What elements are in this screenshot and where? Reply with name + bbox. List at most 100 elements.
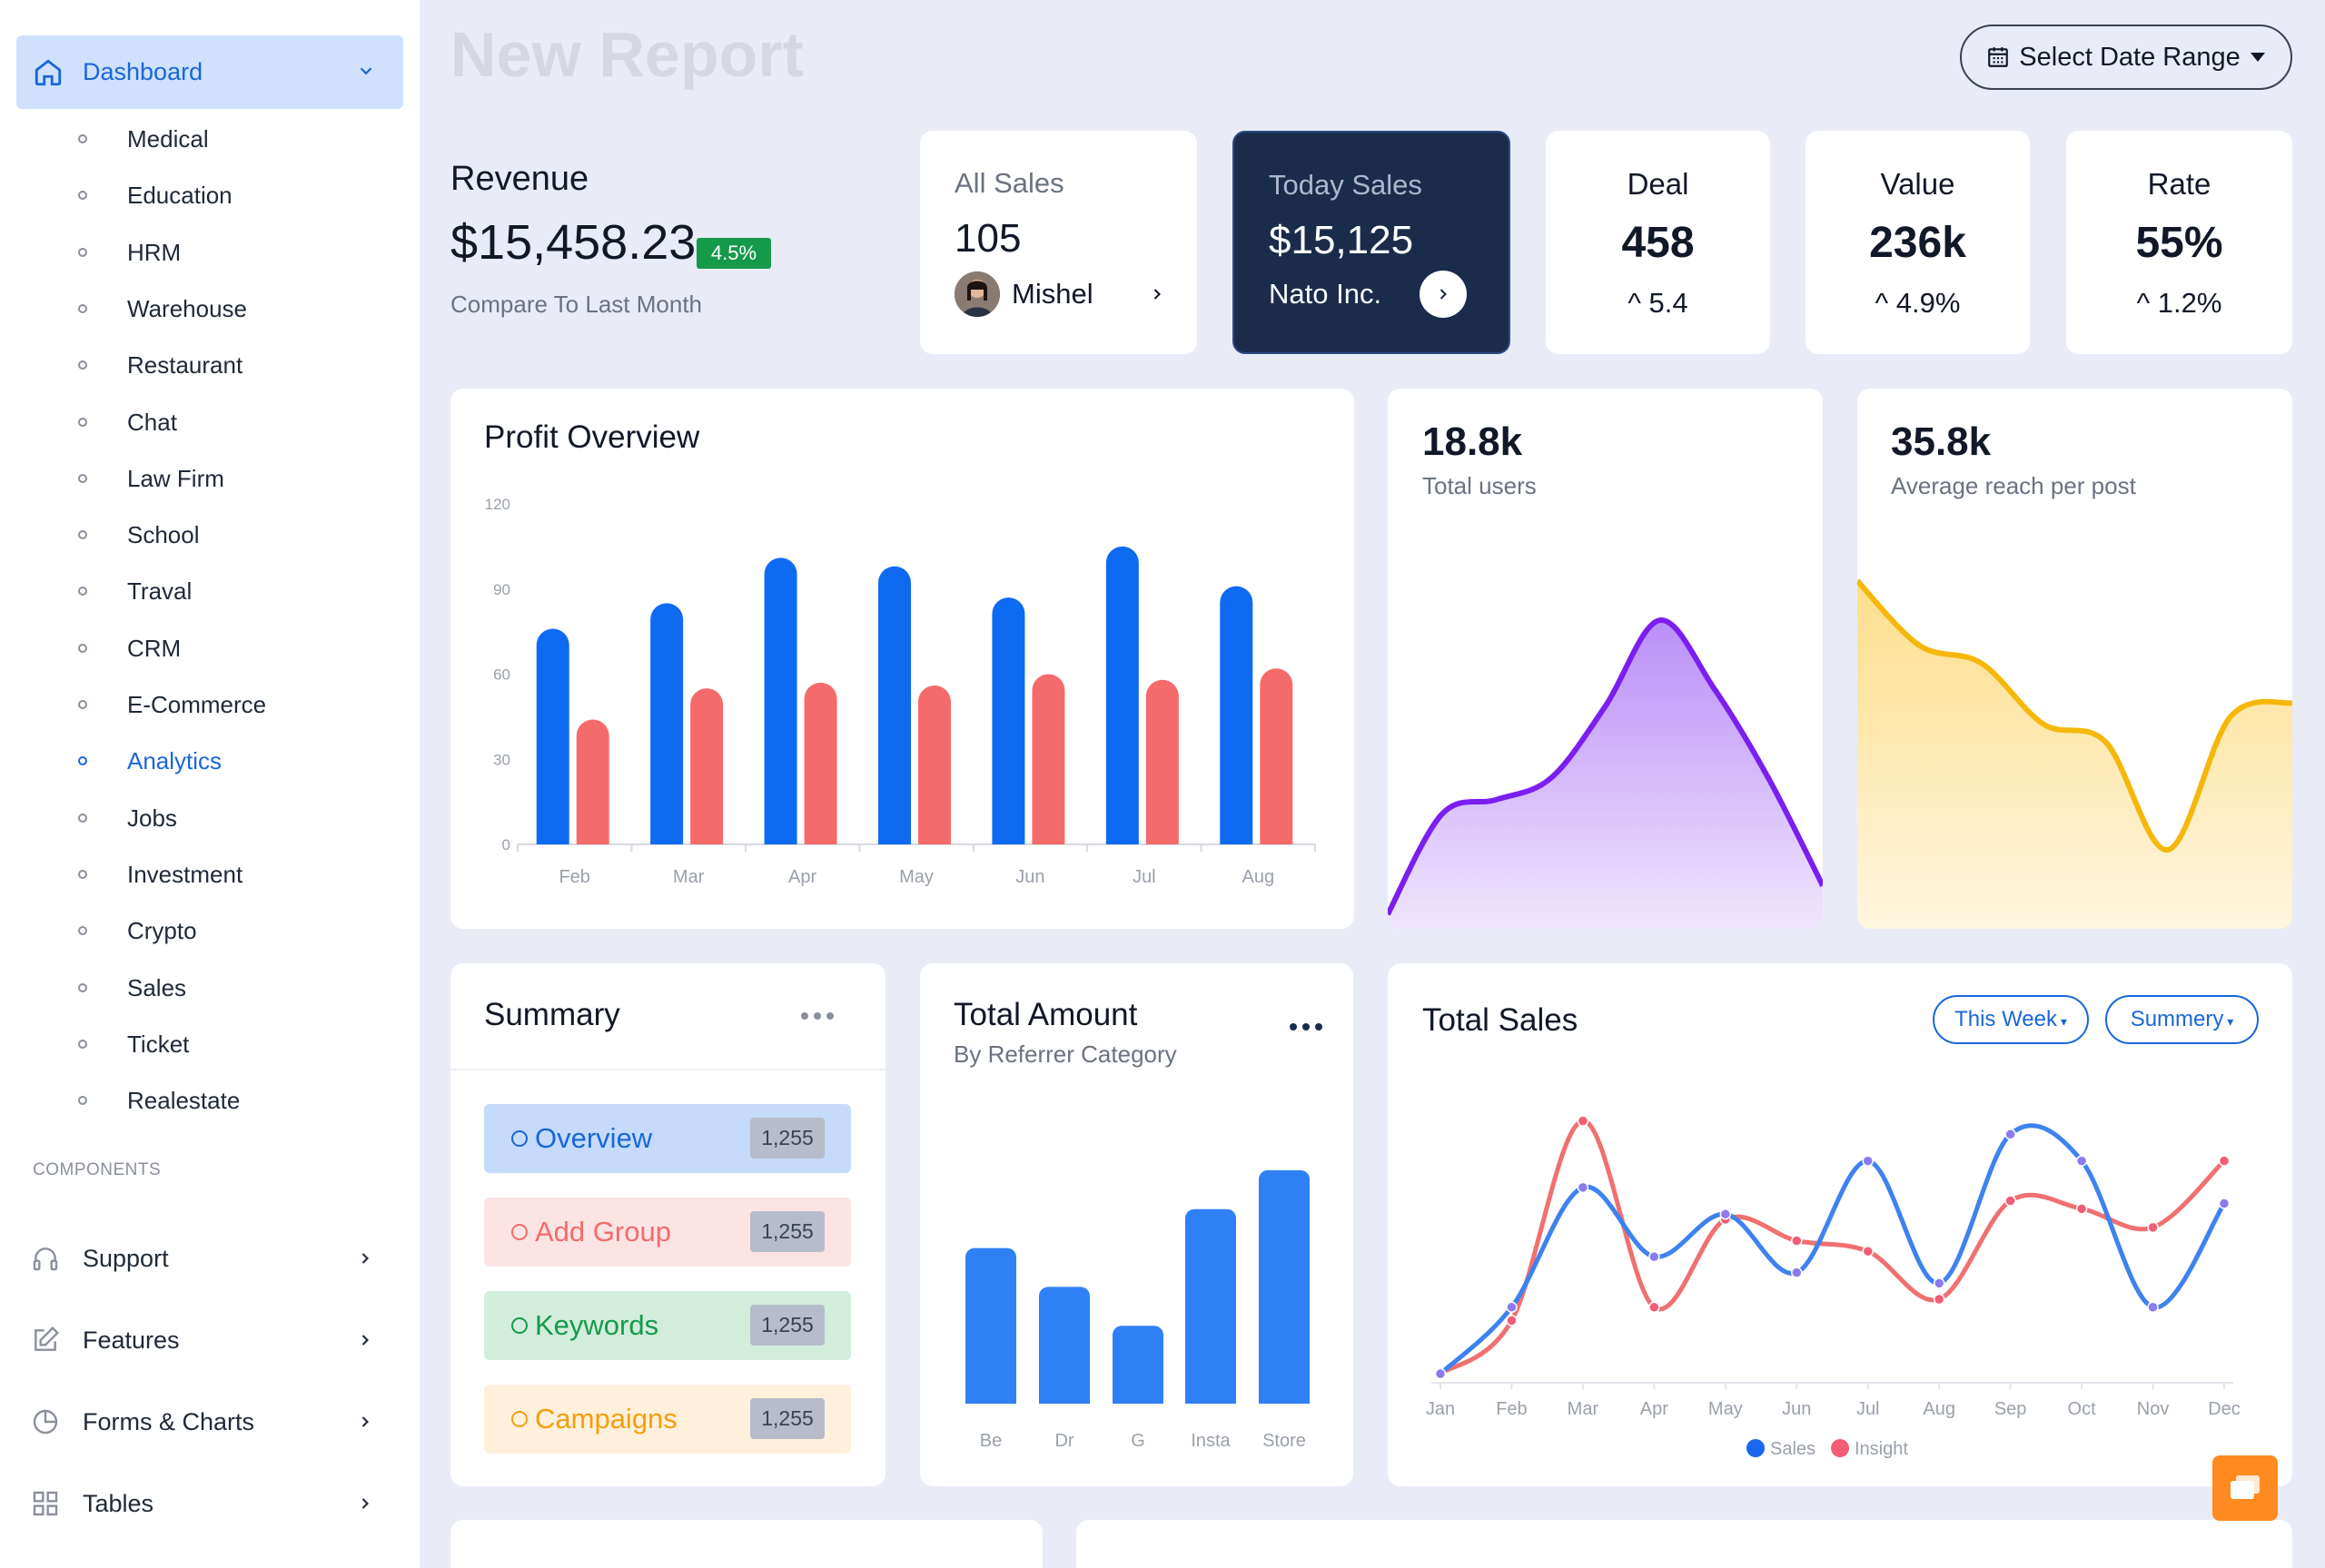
chevron-right-icon — [361, 1416, 369, 1427]
sidebar-item-chat[interactable]: Chat — [0, 399, 420, 445]
bullet-icon — [78, 360, 87, 370]
bullet-icon — [78, 530, 87, 540]
chevron-down-icon[interactable] — [356, 61, 376, 81]
x-tick-label: G — [1131, 1431, 1145, 1451]
x-tick-label: Oct — [2068, 1399, 2097, 1419]
total-sales-chart: Jan Feb Mar Apr May Jun Jul Aug Sep Oct Nov Dec Sale… — [1426, 1115, 2241, 1459]
data-point — [2218, 1198, 2231, 1209]
bar — [1032, 674, 1065, 844]
average-reach-label: Average reach per post — [1891, 472, 2136, 499]
x-tick-label: Mar — [1568, 1399, 1599, 1419]
x-tick-label: Be — [980, 1431, 1002, 1451]
sidebar-item-crm[interactable]: CRM — [0, 626, 420, 671]
data-point — [2147, 1301, 2159, 1313]
sidebar-item-education[interactable]: Education — [0, 173, 420, 218]
chevron-right-icon[interactable] — [1148, 285, 1166, 303]
caret-down-icon — [2250, 53, 2265, 62]
bar — [650, 603, 684, 844]
bullet-icon — [78, 191, 87, 201]
sidebar-group-features[interactable]: Features — [0, 1313, 420, 1367]
bar — [918, 685, 951, 844]
x-tick-label: Nov — [2137, 1399, 2170, 1419]
summary-row-campaigns[interactable]: Campaigns 1,255 — [484, 1385, 851, 1454]
bullet-icon — [78, 303, 87, 313]
bar — [1220, 586, 1253, 844]
today-sales-card[interactable]: Today Sales $15,125 Nato Inc. — [1232, 131, 1510, 354]
summary-row-add-group[interactable]: Add Group 1,255 — [484, 1198, 851, 1267]
value-card[interactable] — [1806, 131, 2030, 354]
total-sales-card — [1388, 963, 2292, 1486]
sidebar-item-e-commerce[interactable]: E-Commerce — [0, 682, 420, 727]
bar — [536, 628, 569, 844]
summary-row-keywords[interactable]: Keywords 1,255 — [484, 1291, 851, 1360]
sidebar-item-analytics[interactable]: Analytics — [0, 738, 420, 784]
data-point — [2218, 1155, 2231, 1167]
summary-row-overview[interactable]: Overview 1,255 — [484, 1104, 851, 1173]
all-sales-card[interactable]: All Sales 105 — [920, 131, 1197, 354]
sidebar-item-label: School — [127, 521, 200, 549]
deal-card[interactable] — [1546, 131, 1770, 354]
x-tick-label: Dec — [2208, 1399, 2241, 1419]
sidebar-group-support[interactable]: Support — [0, 1231, 420, 1286]
this-week-dropdown[interactable]: This Week ▾ — [1933, 995, 2089, 1044]
rate-card[interactable] — [2066, 131, 2292, 354]
sidebar-item-label: Ticket — [127, 1030, 190, 1058]
sidebar-item-traval[interactable]: Traval — [0, 568, 420, 614]
sidebar-item-restaurant[interactable]: Restaurant — [0, 342, 420, 388]
sidebar-item-sales[interactable]: Sales — [0, 965, 420, 1011]
total-sales-title: Total Sales — [1422, 1002, 1578, 1038]
data-point — [1791, 1235, 1803, 1247]
sidebar-item-jobs[interactable]: Jobs — [0, 795, 420, 841]
caret-down-icon: ▾ — [2057, 1014, 2067, 1029]
all-sales-value: 105 — [955, 216, 1022, 261]
arrow-button[interactable] — [1420, 271, 1467, 318]
sidebar-item-realestate[interactable]: Realestate — [0, 1078, 420, 1123]
sidebar-item-school[interactable]: School — [0, 512, 420, 557]
caret-down-icon: ▾ — [2223, 1014, 2234, 1029]
sidebar-group-label: Support — [83, 1245, 169, 1272]
sidebar-item-investment[interactable]: Investment — [0, 852, 420, 897]
sidebar-item-label: Analytics — [127, 747, 223, 775]
x-tick-label: Mar — [673, 867, 705, 887]
deal-change-value: 5.4 — [1648, 287, 1688, 319]
data-point — [1648, 1250, 1660, 1263]
sidebar-group-forms-charts[interactable]: Forms & Charts — [0, 1395, 420, 1449]
sidebar-item-medical[interactable]: Medical — [0, 116, 420, 162]
more-icon[interactable] — [1288, 1021, 1324, 1033]
sidebar-item-label: Education — [127, 182, 232, 210]
x-tick-label: Dr — [1054, 1431, 1073, 1451]
sidebar-item-law-firm[interactable]: Law Firm — [0, 456, 420, 501]
bullet-icon — [78, 982, 87, 992]
sidebar-item-label: E-Commerce — [127, 691, 267, 718]
revenue-title: Revenue — [450, 160, 589, 198]
bullet-icon — [78, 643, 87, 653]
date-range-button[interactable]: Select Date Range — [1960, 25, 2292, 90]
bar — [965, 1247, 1016, 1404]
sidebar-group-tables[interactable]: Tables — [0, 1476, 420, 1531]
date-range-label: Select Date Range — [2019, 42, 2241, 72]
sidebar-item-dashboard[interactable]: Dashboard — [16, 35, 403, 109]
chat-fab-button[interactable] — [2212, 1455, 2278, 1521]
summary-row-count: 1,255 — [750, 1398, 825, 1439]
home-icon — [35, 59, 62, 86]
sidebar-item-label: Crypto — [127, 917, 197, 945]
sidebar-item-ticket[interactable]: Ticket — [0, 1021, 420, 1067]
average-reach-card — [1857, 389, 2292, 929]
circle-icon — [511, 1224, 528, 1240]
chevron-right-icon — [361, 1253, 369, 1264]
summary-row-label: Keywords — [535, 1309, 659, 1341]
bar — [1260, 668, 1293, 844]
sidebar-item-hrm[interactable]: HRM — [0, 230, 420, 275]
bullet-icon — [78, 926, 87, 936]
x-tick-label: Jun — [1782, 1399, 1811, 1419]
summery-dropdown[interactable]: Summery ▾ — [2105, 995, 2259, 1044]
sidebar-group-label: Features — [83, 1326, 180, 1354]
x-tick-label: Aug — [1242, 867, 1274, 887]
bullet-icon — [78, 756, 87, 766]
more-icon[interactable] — [799, 1010, 836, 1022]
sidebar-item-crypto[interactable]: Crypto — [0, 908, 420, 953]
circle-icon — [511, 1130, 528, 1147]
sidebar-item-warehouse[interactable]: Warehouse — [0, 286, 420, 331]
data-point — [2004, 1195, 2016, 1207]
deal-change: ^ 5.4 — [1546, 287, 1770, 320]
